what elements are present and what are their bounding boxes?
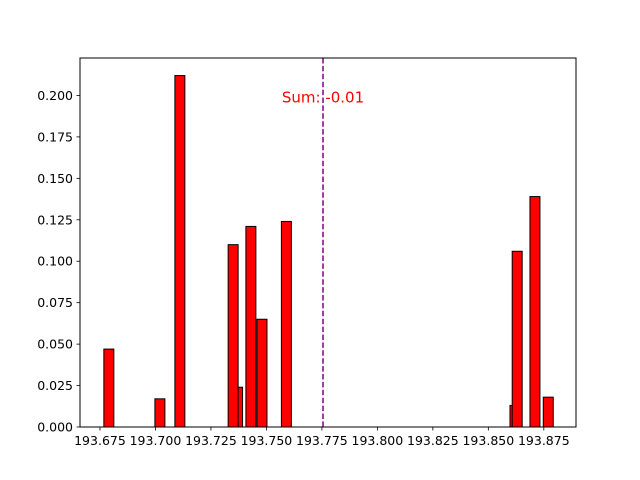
bar-7 bbox=[280, 220, 292, 428]
x-tick-label: 193.850 bbox=[462, 433, 514, 448]
y-tick-label: 0.175 bbox=[37, 129, 73, 144]
sum-annotation: Sum: -0.01 bbox=[282, 88, 364, 106]
bars-group bbox=[103, 75, 554, 428]
y-tick-label: 0.100 bbox=[37, 254, 73, 269]
bar-2 bbox=[174, 75, 186, 428]
y-tick-label: 0.125 bbox=[37, 212, 73, 227]
bar-11 bbox=[542, 396, 554, 428]
bar-4 bbox=[227, 244, 239, 428]
bar-1 bbox=[154, 398, 166, 428]
x-tick-label: 193.725 bbox=[185, 433, 237, 448]
y-tick-label: 0.000 bbox=[37, 420, 73, 435]
y-tick-label: 0.050 bbox=[37, 337, 73, 352]
x-tick-label: 193.700 bbox=[130, 433, 182, 448]
y-axis: 0.000 0.025 0.050 0.075 0.100 0.125 0.150 0.175… bbox=[37, 88, 80, 435]
y-tick-label: 0.150 bbox=[37, 171, 73, 186]
y-tick-label: 0.200 bbox=[37, 88, 73, 103]
bar-5 bbox=[245, 225, 257, 428]
bar-10 bbox=[529, 196, 541, 428]
x-tick-label: 193.750 bbox=[241, 433, 293, 448]
x-tick-label: 193.875 bbox=[518, 433, 570, 448]
x-tick-label: 193.675 bbox=[74, 433, 126, 448]
x-tick-label: 193.825 bbox=[407, 433, 459, 448]
bar-9 bbox=[511, 250, 523, 428]
x-tick-label: 193.775 bbox=[296, 433, 348, 448]
y-tick-label: 0.025 bbox=[37, 378, 73, 393]
x-tick-label: 193.800 bbox=[352, 433, 404, 448]
bar-6 bbox=[256, 318, 268, 428]
x-axis: 193.675 193.700 193.725 193.750 193.775 193.8… bbox=[74, 427, 570, 448]
bar-0 bbox=[103, 348, 115, 428]
plot-frame bbox=[79, 57, 577, 428]
y-tick-label: 0.075 bbox=[37, 295, 73, 310]
